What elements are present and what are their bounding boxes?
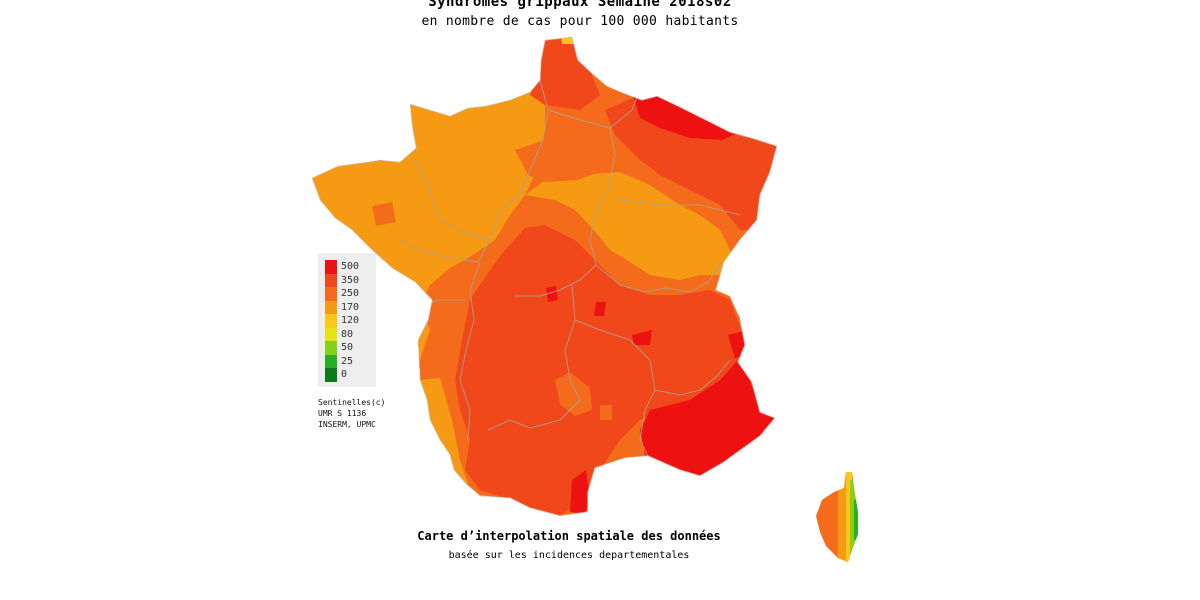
credits: Sentinelles(c) UMR S 1136 INSERM, UPMC bbox=[318, 397, 385, 430]
region-boundaries bbox=[399, 79, 741, 457]
legend-item: 350 bbox=[318, 273, 376, 287]
legend-swatch bbox=[325, 354, 337, 368]
zone-roussillon-500 bbox=[570, 470, 590, 514]
map-caption: Carte d’interpolation spatiale des donné… bbox=[417, 529, 721, 543]
zone-finistere-tip bbox=[312, 155, 314, 178]
legend-item: 80 bbox=[318, 327, 376, 341]
legend-item: 500 bbox=[318, 260, 376, 274]
zone-north-170 bbox=[525, 172, 735, 280]
zone-landes-170 bbox=[420, 378, 470, 490]
legend-label: 0 bbox=[341, 369, 348, 380]
legend-label: 250 bbox=[341, 288, 360, 299]
legend-label: 170 bbox=[341, 301, 360, 313]
zone-auvergne-250 bbox=[600, 405, 612, 420]
zone-north-tip bbox=[560, 37, 580, 44]
credit-line-3: INSERM, UPMC bbox=[318, 420, 376, 429]
zone-brittany-patch bbox=[372, 202, 396, 226]
legend-item: 250 bbox=[318, 287, 376, 301]
legend-swatch bbox=[325, 341, 337, 355]
legend-swatch bbox=[325, 287, 337, 301]
credit-line-1: Sentinelles(c) bbox=[318, 398, 386, 407]
incidence-legend: 500 350 250 170 120 80 50 25 0 bbox=[318, 253, 376, 387]
legend-label: 80 bbox=[341, 328, 354, 340]
legend-item: 0 bbox=[318, 368, 376, 382]
legend-swatch bbox=[325, 273, 337, 287]
legend-swatch bbox=[325, 260, 337, 274]
legend-item: 120 bbox=[318, 314, 376, 328]
zone-centre-spot bbox=[594, 302, 606, 316]
legend-label: 25 bbox=[341, 355, 354, 367]
legend-label: 120 bbox=[341, 315, 360, 326]
map-caption-sub: basée sur les incidences departementales bbox=[448, 550, 690, 561]
legend-swatch bbox=[325, 327, 337, 341]
zone-centre-350 bbox=[455, 225, 745, 515]
map-subtitle: en nombre de cas pour 100 000 habitants bbox=[421, 14, 739, 29]
zone-loire-spot bbox=[546, 286, 558, 302]
legend-item: 25 bbox=[318, 354, 376, 368]
legend-swatch bbox=[325, 314, 337, 328]
legend-item: 170 bbox=[318, 300, 376, 314]
legend-item: 50 bbox=[318, 341, 376, 355]
zone-massif-250 bbox=[555, 372, 592, 416]
legend-swatch bbox=[325, 368, 337, 382]
zone-rhone-spot bbox=[632, 330, 652, 345]
legend-swatch bbox=[325, 300, 337, 314]
zone-finistere-green bbox=[300, 160, 308, 172]
map-title: Syndromes grippaux Semaine 2018s02 bbox=[428, 0, 732, 10]
legend-label: 50 bbox=[341, 342, 354, 353]
legend-label: 500 bbox=[341, 261, 360, 272]
legend-label: 350 bbox=[341, 274, 360, 286]
zone-ardennes-500 bbox=[632, 92, 740, 140]
zone-paris-250 bbox=[515, 140, 600, 182]
credit-line-2: UMR S 1136 bbox=[318, 409, 367, 418]
